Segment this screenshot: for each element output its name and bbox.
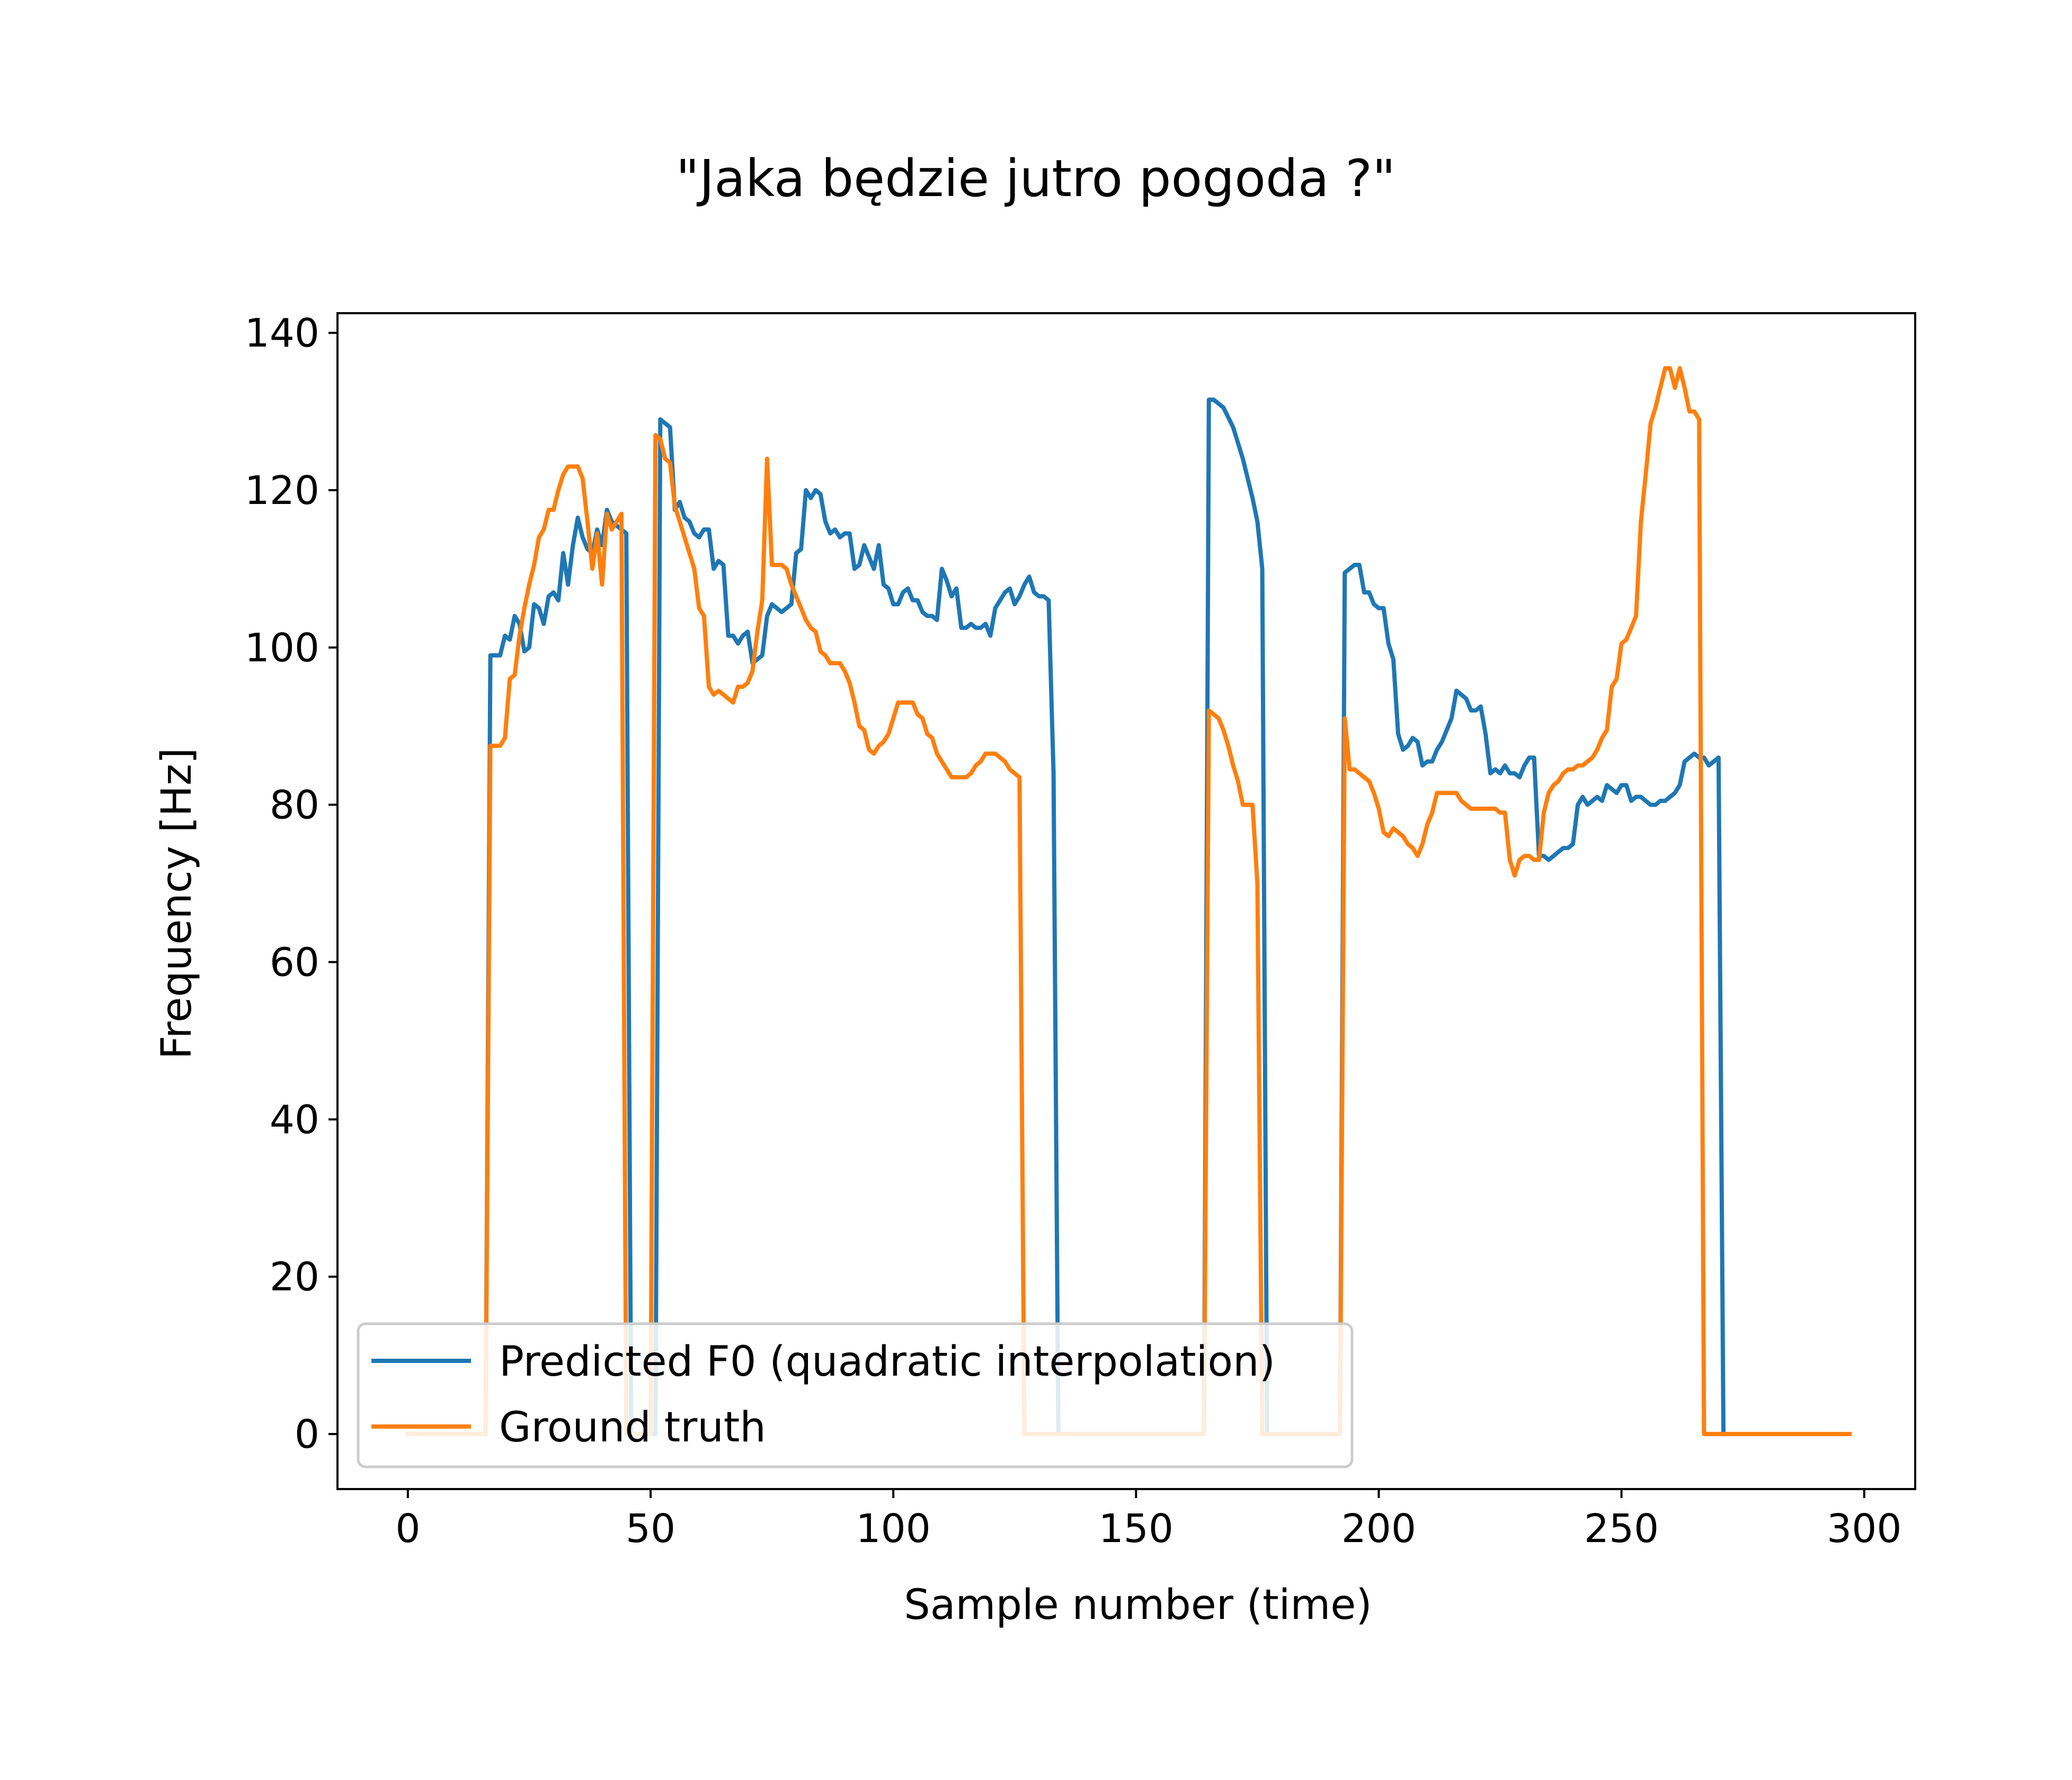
x-axis-label: Sample number (time) (904, 1581, 1372, 1629)
y-tick-label: 140 (245, 311, 319, 356)
chart-title: "Jaka będzie jutro pogoda ?" (676, 149, 1396, 208)
y-tick-label: 40 (270, 1097, 319, 1143)
y-tick-label: 120 (245, 468, 319, 513)
y-tick-label: 0 (295, 1412, 319, 1457)
legend-label-ground-truth: Ground truth (499, 1404, 766, 1451)
y-tick-label: 80 (270, 783, 319, 828)
series-line-predicted (483, 397, 1726, 1437)
x-tick-label: 200 (1341, 1506, 1416, 1552)
x-tick-label: 300 (1827, 1506, 1901, 1552)
y-axis-label: Frequency [Hz] (153, 748, 201, 1059)
plot-area (336, 312, 1916, 1490)
plot-frame (336, 312, 1916, 1490)
x-axis: 0 50 100 150 200 250 300 (395, 1489, 1901, 1552)
y-axis: 0 20 40 60 80 100 120 140 (245, 311, 337, 1457)
x-tick-label: 0 (395, 1506, 420, 1552)
y-tick-label: 20 (270, 1254, 319, 1300)
legend-frame (357, 1322, 1354, 1468)
x-tick-label: 100 (856, 1506, 931, 1552)
series-line-ground-truth (405, 366, 1852, 1437)
legend: Predicted F0 (quadratic interpolation) G… (357, 1322, 1354, 1468)
x-tick-label: 150 (1099, 1506, 1173, 1552)
legend-label-predicted: Predicted F0 (quadratic interpolation) (499, 1338, 1275, 1386)
y-tick-label: 60 (270, 940, 319, 986)
x-tick-label: 50 (626, 1506, 675, 1552)
x-tick-label: 250 (1584, 1506, 1659, 1552)
y-tick-label: 100 (245, 625, 319, 671)
